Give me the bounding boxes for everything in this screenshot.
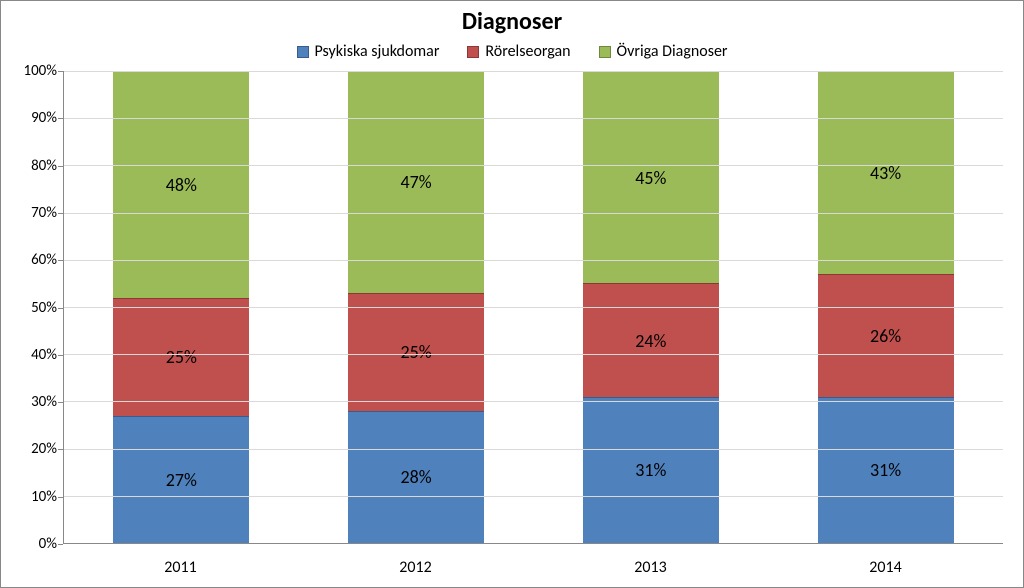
legend-item-1: Rörelseorgan	[467, 42, 570, 61]
gridline-7	[64, 213, 1003, 214]
gridline-6	[64, 260, 1003, 261]
gridline-5	[64, 307, 1003, 308]
bar-2012-seg-0: 28%	[348, 411, 484, 543]
y-tick-label-8: 80%	[31, 157, 57, 175]
gridline-4	[64, 354, 1003, 355]
gridline-2	[64, 449, 1003, 450]
legend-item-0: Psykiska sjukdomar	[297, 42, 440, 61]
y-tick-label-2: 20%	[31, 440, 57, 458]
chart-frame: Diagnoser Psykiska sjukdomar Rörelseorgan…	[0, 0, 1024, 588]
bar-2011-seg-1-label: 25%	[166, 346, 197, 368]
legend-swatch-1	[467, 46, 479, 58]
plot-area: 0%10%20%30%40%50%60%70%80%90%100% 27%25%…	[1, 71, 1023, 552]
y-tick-label-5: 50%	[31, 299, 57, 317]
y-tick-label-10: 100%	[23, 62, 57, 80]
bar-2014-seg-0: 31%	[818, 397, 954, 543]
plot: 27% 25% 48% 28% 25% 47% 31% 24% 45% 31% 26% 43%	[63, 71, 1003, 544]
bar-2011-seg-2-label: 48%	[166, 174, 197, 196]
y-tick-label-0: 0%	[39, 535, 57, 553]
bar-2012-seg-1-label: 25%	[401, 341, 432, 363]
gridline-9	[64, 118, 1003, 119]
legend: Psykiska sjukdomar Rörelseorgan Övriga Dia…	[1, 42, 1023, 61]
legend-label-2: Övriga Diagnoser	[617, 42, 728, 61]
x-label-2013: 2013	[533, 558, 768, 577]
y-tick-label-3: 30%	[31, 393, 57, 411]
bar-2013-seg-1-label: 24%	[635, 330, 666, 352]
y-tick-label-9: 90%	[31, 109, 57, 127]
y-tick-label-4: 40%	[31, 346, 57, 364]
gridline-10	[64, 71, 1003, 72]
gridline-3	[64, 401, 1003, 402]
legend-label-0: Psykiska sjukdomar	[315, 42, 440, 61]
bar-2013-seg-0-label: 31%	[635, 459, 666, 481]
x-label-2014: 2014	[768, 558, 1003, 577]
bar-2014-seg-1-label: 26%	[870, 325, 901, 347]
bar-2014-seg-1: 26%	[818, 274, 954, 397]
bar-2011-seg-1: 25%	[113, 298, 249, 416]
bar-2012-seg-0-label: 28%	[401, 466, 432, 488]
bar-2011-seg-2: 48%	[113, 71, 249, 298]
legend-item-2: Övriga Diagnoser	[599, 42, 728, 61]
legend-label-1: Rörelseorgan	[485, 42, 570, 61]
y-tick-label-1: 10%	[31, 488, 57, 506]
bar-2011-seg-0: 27%	[113, 416, 249, 543]
y-tick-0	[58, 544, 63, 545]
bar-2012-seg-1: 25%	[348, 293, 484, 411]
y-tick-label-7: 70%	[31, 204, 57, 222]
bar-2012-seg-2-label: 47%	[401, 171, 432, 193]
gridline-8	[64, 165, 1003, 166]
legend-swatch-0	[297, 46, 309, 58]
bar-2014-seg-2: 43%	[818, 71, 954, 274]
bar-2011-seg-0-label: 27%	[166, 469, 197, 491]
x-label-2011: 2011	[63, 558, 298, 577]
bar-2013-seg-2-label: 45%	[635, 167, 666, 189]
bar-2013-seg-0: 31%	[583, 397, 719, 543]
bar-2013-seg-2: 45%	[583, 71, 719, 283]
y-axis: 0%10%20%30%40%50%60%70%80%90%100%	[13, 71, 63, 544]
x-label-2012: 2012	[298, 558, 533, 577]
chart-title: Diagnoser	[1, 7, 1023, 36]
y-tick-label-6: 60%	[31, 251, 57, 269]
bar-2014-seg-0-label: 31%	[870, 459, 901, 481]
gridline-1	[64, 496, 1003, 497]
legend-swatch-2	[599, 46, 611, 58]
x-axis: 2011201220132014	[1, 552, 1023, 587]
bar-2013-seg-1: 24%	[583, 283, 719, 396]
